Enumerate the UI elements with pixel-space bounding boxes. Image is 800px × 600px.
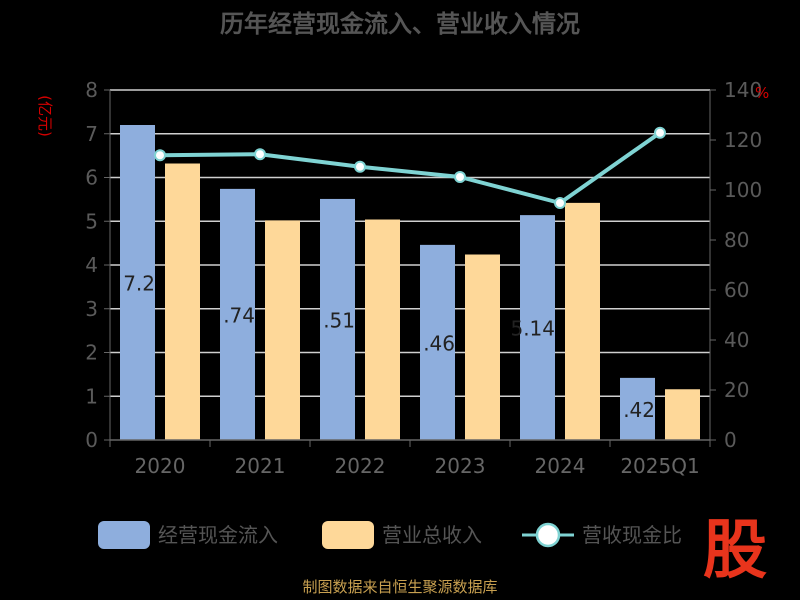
y-right-tick-label: 120: [724, 128, 762, 152]
bar-revenue: [365, 219, 400, 440]
bar-revenue: [665, 389, 700, 440]
y-left-label: (亿元): [36, 95, 54, 137]
legend-label-ratio[interactable]: 营收现金比: [582, 523, 682, 547]
y-right-tick-label: 140: [724, 78, 762, 102]
x-tick-label: 2022: [335, 454, 386, 478]
x-tick-label: 2024: [535, 454, 586, 478]
y-left-tick-label: 1: [85, 384, 98, 408]
ratio-line-path: [159, 131, 662, 205]
y-right-tick-label: 100: [724, 178, 762, 202]
brand-logo: 股: [703, 514, 767, 588]
bar-revenue: [465, 254, 500, 440]
data-label-cash-inflow: .42: [623, 398, 655, 422]
legend-label-cash-inflow[interactable]: 经营现金流入: [158, 523, 278, 547]
y-right-tick-label: 20: [724, 378, 749, 402]
y-left-tick-label: 5: [85, 209, 98, 233]
bar-revenue: [165, 163, 200, 440]
legend-marker-ratio: [535, 522, 561, 548]
y-left-tick-label: 7: [85, 122, 98, 146]
ratio-point: [254, 148, 266, 161]
y-left-tick-label: 2: [85, 341, 98, 365]
ratio-point: [154, 149, 166, 162]
data-labels: 7.2 .74 .51 .46 5.14 .42: [123, 272, 655, 422]
bar-cash-inflow: [120, 125, 155, 440]
x-tick-label: 2023: [435, 454, 486, 478]
data-label-cash-inflow: 5.14: [510, 317, 555, 341]
data-label-cash-inflow: .46: [423, 331, 455, 355]
grid: [110, 89, 710, 397]
y-right-tick-label: 0: [724, 428, 737, 452]
x-tick-label: 2020: [135, 454, 186, 478]
ratio-point: [454, 171, 466, 183]
y-left-tick-label: 6: [85, 166, 98, 190]
x-tick-label: 2025Q1: [620, 454, 699, 478]
y-left-tick-label: 0: [85, 428, 98, 452]
y-left-tick-label: 8: [85, 78, 98, 102]
bar-revenue: [265, 220, 300, 440]
data-label-cash-inflow: 7.2: [123, 272, 155, 296]
y-right-tick-label: 80: [724, 228, 749, 252]
bar-revenue: [565, 202, 600, 440]
legend-swatch-revenue: [322, 521, 374, 549]
data-label-cash-inflow: .74: [223, 303, 255, 327]
legend-label-revenue[interactable]: 营业总收入: [382, 523, 482, 547]
bar-cash-inflow: [520, 215, 555, 440]
bar-cash-inflow: [420, 244, 455, 440]
data-label-cash-inflow: .51: [323, 308, 355, 332]
bars: [120, 125, 700, 440]
chart-title: 历年经营现金流入、营业收入情况: [220, 10, 580, 38]
y-right-tick-label: 40: [724, 328, 749, 352]
ratio-point: [654, 126, 666, 139]
y-left-tick-label: 3: [85, 297, 98, 321]
ratio-line: [154, 126, 666, 209]
y-right-label: %: [755, 84, 769, 102]
legend-swatch-cash-inflow: [98, 521, 150, 549]
y-left-tick-label: 4: [85, 253, 98, 277]
bar-cash-inflow: [620, 377, 655, 440]
ratio-point: [354, 160, 366, 173]
legend[interactable]: 经营现金流入 营业总收入 营收现金比: [98, 521, 682, 549]
data-source: 制图数据来自恒生聚源数据库: [302, 578, 497, 596]
x-tick-label: 2021: [235, 454, 286, 478]
y-right-tick-label: 60: [724, 278, 749, 302]
ratio-point: [554, 197, 566, 209]
bar-cash-inflow: [320, 198, 355, 440]
bar-cash-inflow: [220, 188, 255, 440]
